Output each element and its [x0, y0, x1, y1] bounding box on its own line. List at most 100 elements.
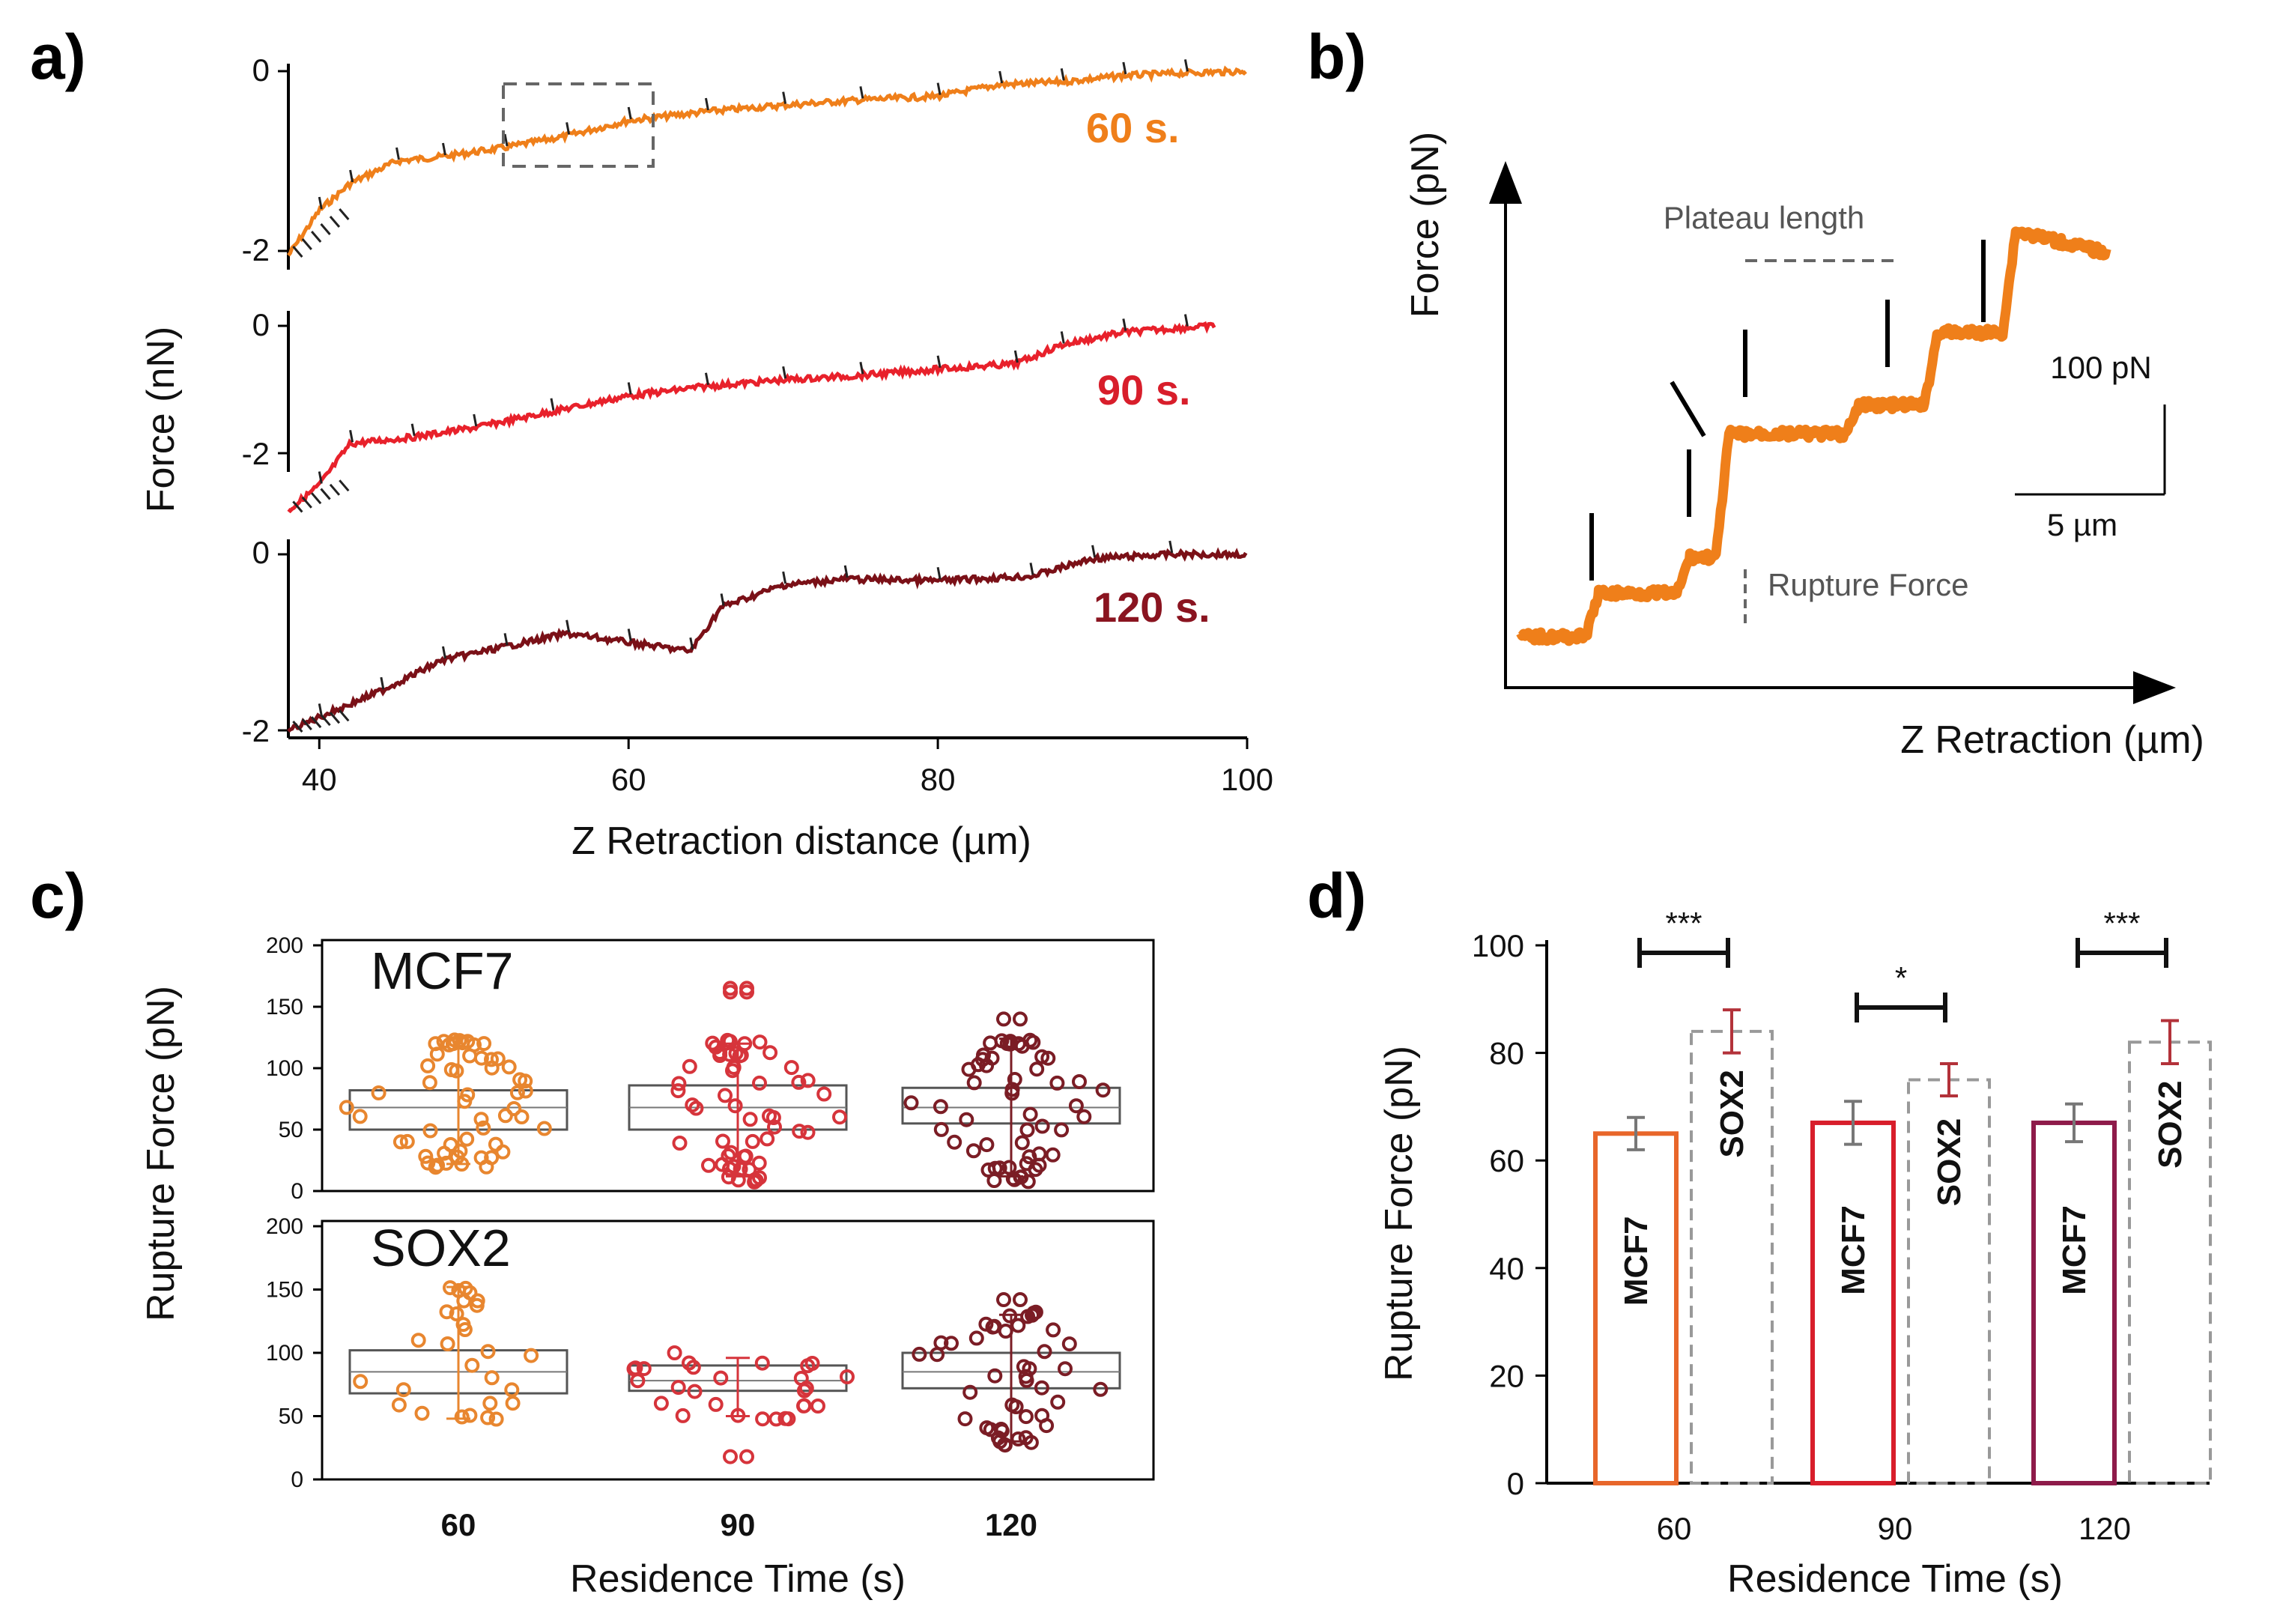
c-point	[832, 1109, 847, 1125]
c-point	[725, 1063, 740, 1079]
c-plots	[339, 981, 1121, 1464]
panel-b-ylabel: Force (pN)	[1404, 132, 1447, 318]
c-point	[933, 1335, 949, 1351]
d-bar-label: SOX2	[1714, 1070, 1750, 1157]
a-rupture-mark	[936, 355, 942, 369]
c-ytick-label: 150	[266, 995, 303, 1019]
d-bar-label: SOX2	[2152, 1081, 2189, 1169]
c-point	[443, 1062, 459, 1077]
c-point	[1022, 1032, 1038, 1048]
c-point	[470, 1293, 485, 1309]
panel-b: b) Force (pN) Z Retraction (µm) Plateau …	[1307, 22, 2204, 762]
a-ytick-0-top: 0	[252, 52, 270, 88]
a-xtick-label: 100	[1221, 762, 1273, 797]
panel-a-ylabel: Force (nN)	[139, 327, 183, 512]
c-point	[708, 1396, 724, 1412]
c-point	[1068, 1098, 1084, 1114]
c-point	[484, 1150, 500, 1166]
c-point	[1022, 1106, 1038, 1122]
c-xtick-60: 60	[441, 1507, 476, 1542]
c-point	[1007, 1172, 1022, 1187]
a-rupture-mark	[782, 571, 787, 584]
c-point	[484, 1052, 499, 1067]
a-rupture-mark	[311, 231, 322, 243]
c-point	[422, 1075, 437, 1091]
a-rupture-mark	[1060, 68, 1065, 81]
d-ytick-label: 100	[1472, 928, 1524, 963]
c-point	[501, 1059, 517, 1075]
a-label-60s: 60 s.	[1086, 104, 1180, 151]
c-ytick-label: 200	[266, 933, 303, 958]
a-rupture-mark	[441, 646, 446, 659]
c-point	[422, 1123, 438, 1139]
c-point	[462, 1408, 478, 1423]
a-trace-60s	[287, 65, 1247, 257]
c-point	[1002, 1308, 1018, 1324]
c-point	[912, 1346, 927, 1362]
a-rupture-mark	[627, 382, 632, 395]
c-point	[480, 1410, 496, 1425]
c-point	[428, 1160, 443, 1175]
d-bars: MCF7 SOX2 *** MCF7 SOX2 * MCF7 SOX2 ***	[1593, 906, 2212, 1486]
b-rupture-label: Rupture Force	[1768, 567, 1968, 602]
a-rupture-mark	[320, 714, 331, 727]
c-point	[752, 1170, 767, 1186]
c-point	[962, 1384, 978, 1400]
c-point	[371, 1085, 386, 1100]
c-point	[996, 1292, 1011, 1308]
d-xtick-90: 90	[1878, 1511, 1913, 1546]
c-point	[957, 1411, 973, 1427]
c-point	[440, 1336, 455, 1351]
c-point	[418, 1148, 434, 1164]
c-point	[685, 1360, 701, 1375]
a-rupture-mark	[380, 676, 385, 690]
c-point	[791, 1074, 807, 1090]
c-point	[723, 984, 738, 1000]
c-point	[1004, 1085, 1020, 1101]
a-rupture-mark	[720, 593, 725, 606]
c-point	[987, 1368, 1003, 1384]
c-xtick-90: 90	[721, 1507, 756, 1542]
c-point	[687, 1384, 703, 1399]
a-rupture-mark	[550, 398, 555, 411]
c-point	[759, 1131, 775, 1147]
c-point	[984, 1050, 1000, 1066]
c-point	[1058, 1361, 1073, 1377]
a-rupture-mark	[292, 721, 303, 733]
c-point	[455, 1035, 470, 1051]
c-point	[460, 1087, 476, 1103]
a-rupture-mark	[1122, 61, 1127, 75]
c-point	[723, 1449, 738, 1464]
c-point	[636, 1361, 652, 1377]
c-ytick-label: 100	[266, 1056, 303, 1081]
c-point	[428, 1036, 443, 1052]
c-point	[1054, 1122, 1070, 1138]
c-point	[1050, 1394, 1066, 1410]
panel-d-ylabel: Rupture Force (pN)	[1377, 1046, 1421, 1381]
c-point	[682, 1058, 697, 1074]
panel-a-axes	[278, 64, 290, 738]
a-rupture-mark	[859, 362, 864, 375]
c-point	[810, 1399, 825, 1414]
c-point	[992, 1160, 1007, 1176]
a-zoom-box	[502, 82, 655, 168]
c-point	[754, 1355, 770, 1371]
c-ytick-label: 50	[279, 1405, 303, 1429]
panel-c-ylabel: Rupture Force (pN)	[139, 986, 183, 1321]
a-rupture-mark	[1060, 331, 1065, 344]
c-point	[751, 1155, 767, 1171]
c-point	[976, 1047, 991, 1063]
c-point	[1031, 1146, 1047, 1162]
c-point	[506, 1101, 522, 1116]
a-rupture-mark	[503, 633, 509, 646]
c-point	[352, 1109, 368, 1124]
c-point	[395, 1382, 411, 1398]
c-ytick-label: 50	[279, 1118, 303, 1142]
c-point	[930, 1347, 945, 1363]
c-point	[1040, 1050, 1056, 1066]
c-bottom-frame	[321, 1219, 1155, 1481]
a-rupture-mark	[292, 246, 303, 258]
c-point	[476, 1120, 491, 1136]
c-point	[701, 1157, 716, 1173]
c-point	[1013, 1292, 1028, 1308]
